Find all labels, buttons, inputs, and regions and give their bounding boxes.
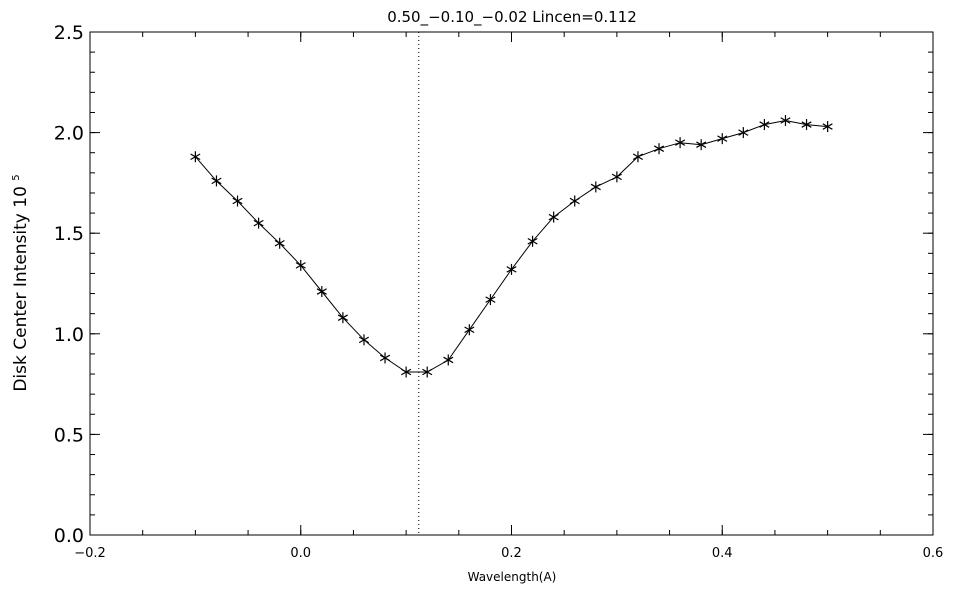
y-axis-label-exponent: 5 xyxy=(11,174,22,180)
data-point xyxy=(190,151,201,163)
chart-title: 0.50_−0.10_−0.02 Lincen=0.112 xyxy=(387,8,637,27)
data-point xyxy=(527,235,538,247)
data-point xyxy=(485,294,496,306)
x-tick-label: 0.0 xyxy=(290,546,311,561)
data-point xyxy=(211,175,222,187)
data-point xyxy=(801,119,812,131)
marker-group xyxy=(190,115,833,378)
data-point xyxy=(632,151,644,163)
y-tick-label: 1.0 xyxy=(54,324,84,346)
y-tick-label: 0.0 xyxy=(54,525,84,547)
data-point xyxy=(316,286,327,298)
tick-labels: −0.2 0.0 0.2 0.4 0.60.00.51.01.52.02.5 xyxy=(54,22,944,561)
data-point xyxy=(443,354,454,366)
series-line xyxy=(195,119,828,373)
y-tick-label: 1.5 xyxy=(54,223,84,245)
y-tick-label: 0.5 xyxy=(54,424,84,446)
data-point xyxy=(422,366,433,378)
x-axis-label: Wavelength(A) xyxy=(468,570,557,584)
y-tick-label: 2.0 xyxy=(54,123,84,145)
y-axis-label: Disk Center Intensity 10 5 xyxy=(11,174,31,391)
data-point xyxy=(401,366,412,378)
data-point xyxy=(759,119,770,131)
data-point xyxy=(358,334,370,346)
data-point xyxy=(590,181,601,193)
y-tick-label: 2.5 xyxy=(54,22,84,44)
data-point xyxy=(675,137,686,149)
data-point xyxy=(253,217,264,229)
x-tick-label: −0.2 xyxy=(74,546,106,561)
y-axis-label-main: Disk Center Intensity 10 xyxy=(11,186,31,392)
data-point xyxy=(232,195,243,207)
axis-ticks xyxy=(89,31,934,536)
data-point xyxy=(548,211,559,223)
data-point xyxy=(717,133,728,145)
data-point xyxy=(379,352,391,364)
data-point xyxy=(506,263,517,275)
x-tick-label: 0.4 xyxy=(712,546,733,561)
data-point xyxy=(611,171,622,183)
data-point xyxy=(780,115,791,127)
series-line-group xyxy=(195,119,828,373)
plot-frame xyxy=(89,31,934,536)
data-point xyxy=(653,143,665,155)
data-point xyxy=(274,237,285,249)
data-point xyxy=(464,324,475,336)
x-tick-label: 0.6 xyxy=(923,546,944,561)
data-point xyxy=(696,139,707,151)
data-point xyxy=(569,195,580,207)
data-point xyxy=(738,127,749,139)
data-point xyxy=(295,259,306,271)
x-tick-label: 0.2 xyxy=(501,546,522,561)
data-point xyxy=(337,312,348,324)
data-point xyxy=(822,121,833,133)
